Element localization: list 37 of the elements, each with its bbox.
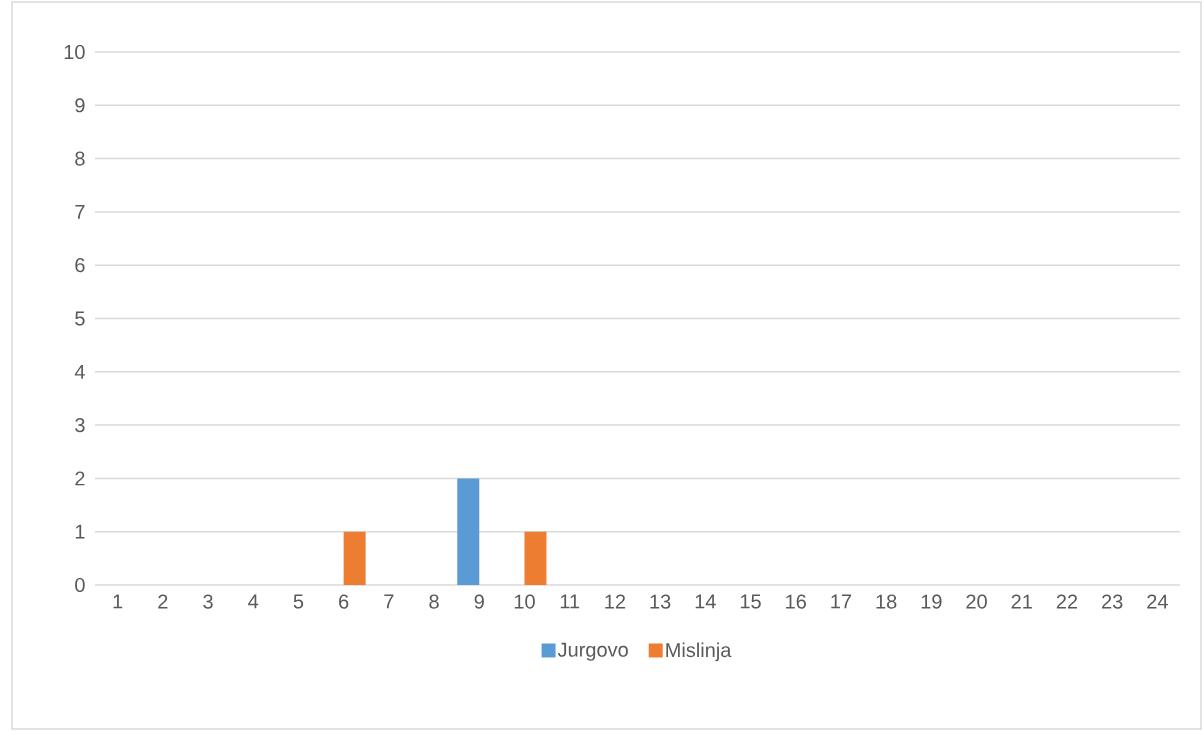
y-tick-label: 8 [75,151,85,166]
x-tick-label: 1 [113,594,123,609]
x-tick-label: 22 [1056,594,1078,609]
x-tick-label: 16 [786,594,806,609]
y-tick-label: 4 [74,364,85,379]
y-tick-label: 9 [75,98,85,113]
x-tick-label: 2 [158,594,168,609]
x-tick-label: 7 [384,594,394,609]
x-tick-label: 24 [1147,594,1168,609]
x-tick-label: 19 [921,594,942,609]
y-tick-label: 1 [75,524,85,539]
x-tick-label: 9 [474,594,484,609]
y-tick-label: 0 [75,577,85,593]
x-tick-label: 3 [203,594,213,609]
x-tick-label: 4 [248,594,259,609]
x-tick-label: 17 [831,594,852,609]
x-tick-label: 23 [1102,594,1123,609]
legend-label: Mislinja [666,642,732,662]
x-tick-label: 5 [293,594,304,609]
x-tick-label: 12 [605,594,625,609]
x-tick-label: 8 [429,594,439,609]
x-tick-label: 10 [514,594,535,609]
y-tick-label: 3 [75,418,85,433]
x-tick-label: 14 [695,594,716,609]
x-tick-label: 18 [876,594,897,609]
y-tick-label: 2 [75,471,85,486]
y-tick-label: 5 [75,311,85,326]
x-tick-label: 15 [740,594,761,609]
legend-label: Jurgovo [557,642,628,661]
x-tick-label: 21 [1011,594,1032,609]
x-tick-label: 20 [966,594,987,609]
y-tick-label: 6 [75,258,85,273]
x-tick-label: 6 [339,594,349,609]
x-tick-label: 11 [560,594,580,609]
x-tick-label: 13 [650,594,671,609]
y-tick-label: 7 [75,205,85,219]
y-tick-label: 10 [64,44,85,60]
